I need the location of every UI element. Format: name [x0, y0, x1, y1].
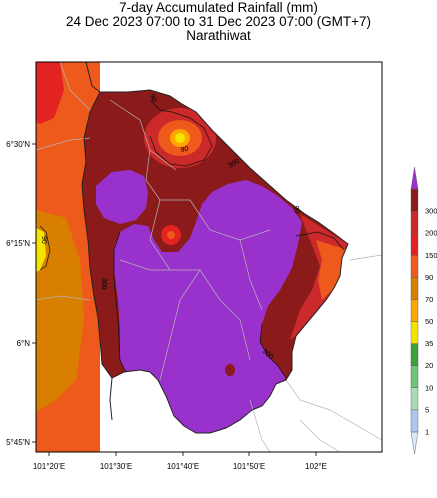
east-coast-orange [316, 240, 348, 300]
center-orange-spot [167, 231, 175, 239]
colorbar-label: 20 [425, 361, 433, 370]
colorbar-label: 200 [425, 229, 437, 238]
lon-tick-label: 101°40'E [167, 462, 199, 471]
purple-area-main [114, 180, 302, 433]
colorbar-upper-triangle [410, 166, 419, 190]
colorbar-label: 1 [425, 427, 429, 436]
title-line-2: 24 Dec 2023 07:00 to 31 Dec 2023 07:00 (… [65, 14, 372, 29]
colorbar-segment [410, 409, 419, 433]
lon-tick-label: 101°20'E [33, 462, 65, 471]
colorbar-segment [410, 233, 419, 256]
colorbar: 1 5 10 20 35 50 70 90 150 200 300 [410, 166, 437, 455]
district-boundaries [36, 62, 382, 452]
colorbar-label: 90 [425, 273, 433, 282]
lat-tick-label: 5°45'N [6, 438, 30, 447]
colorbar-segment [410, 210, 419, 234]
lon-tick-label: 101°30'E [100, 462, 132, 471]
map-frame [35, 61, 383, 453]
contour-label: 90 [292, 205, 300, 214]
nw-red-spot [36, 62, 64, 124]
lat-ticks: 6°30'N 6°15'N 6°N 5°45'N [6, 140, 36, 447]
sea-mask-north [160, 62, 196, 110]
province-outline [81, 89, 349, 434]
west-land-yellow [36, 228, 46, 272]
colorbar-segment [410, 277, 419, 300]
lat-tick-label: 6°15'N [6, 239, 30, 248]
contour-label: 300 [228, 158, 242, 170]
colorbar-label: 50 [425, 317, 433, 326]
colorbar-label: 150 [425, 251, 437, 260]
lat-tick-label: 6°30'N [6, 140, 30, 149]
colorbar-label: 10 [425, 383, 433, 392]
colorbar-segment [410, 321, 419, 344]
west-land-darkorange [36, 210, 84, 412]
colorbar-label: 300 [425, 207, 437, 216]
contour-label: 90 [148, 93, 157, 103]
colorbar-label: 5 [425, 405, 429, 414]
colorbar-label: 70 [425, 295, 433, 304]
south-darkred-spot [225, 364, 235, 376]
lon-tick-label: 102°E [305, 462, 327, 471]
colorbar-segment [410, 343, 419, 366]
contour-label: 90 [40, 236, 47, 244]
colorbar-segment [410, 365, 419, 388]
colorbar-segment [410, 387, 419, 411]
colorbar-segment [410, 188, 419, 212]
lat-tick-label: 6°N [17, 339, 31, 348]
boundary-north-segment [85, 62, 101, 93]
title-line-3: Narathiwat [186, 28, 251, 43]
title-line-1: 7-day Accumulated Rainfall (mm) [119, 0, 318, 15]
boundary-south-segment [109, 377, 113, 421]
lon-ticks: 101°20'E 101°30'E 101°40'E 101°50'E 102°… [33, 452, 327, 471]
colorbar-label: 35 [425, 339, 433, 348]
contour-lines [39, 99, 345, 379]
colorbar-segment [410, 299, 419, 322]
north-peak-yellow [175, 133, 185, 143]
colorbar-segment [410, 255, 419, 278]
contour-label: 300 [100, 278, 107, 290]
colorbar-lower-triangle [410, 431, 419, 455]
purple-area-north [96, 170, 148, 224]
lon-tick-label: 101°50'E [233, 462, 265, 471]
contour-label: 90 [180, 146, 189, 154]
